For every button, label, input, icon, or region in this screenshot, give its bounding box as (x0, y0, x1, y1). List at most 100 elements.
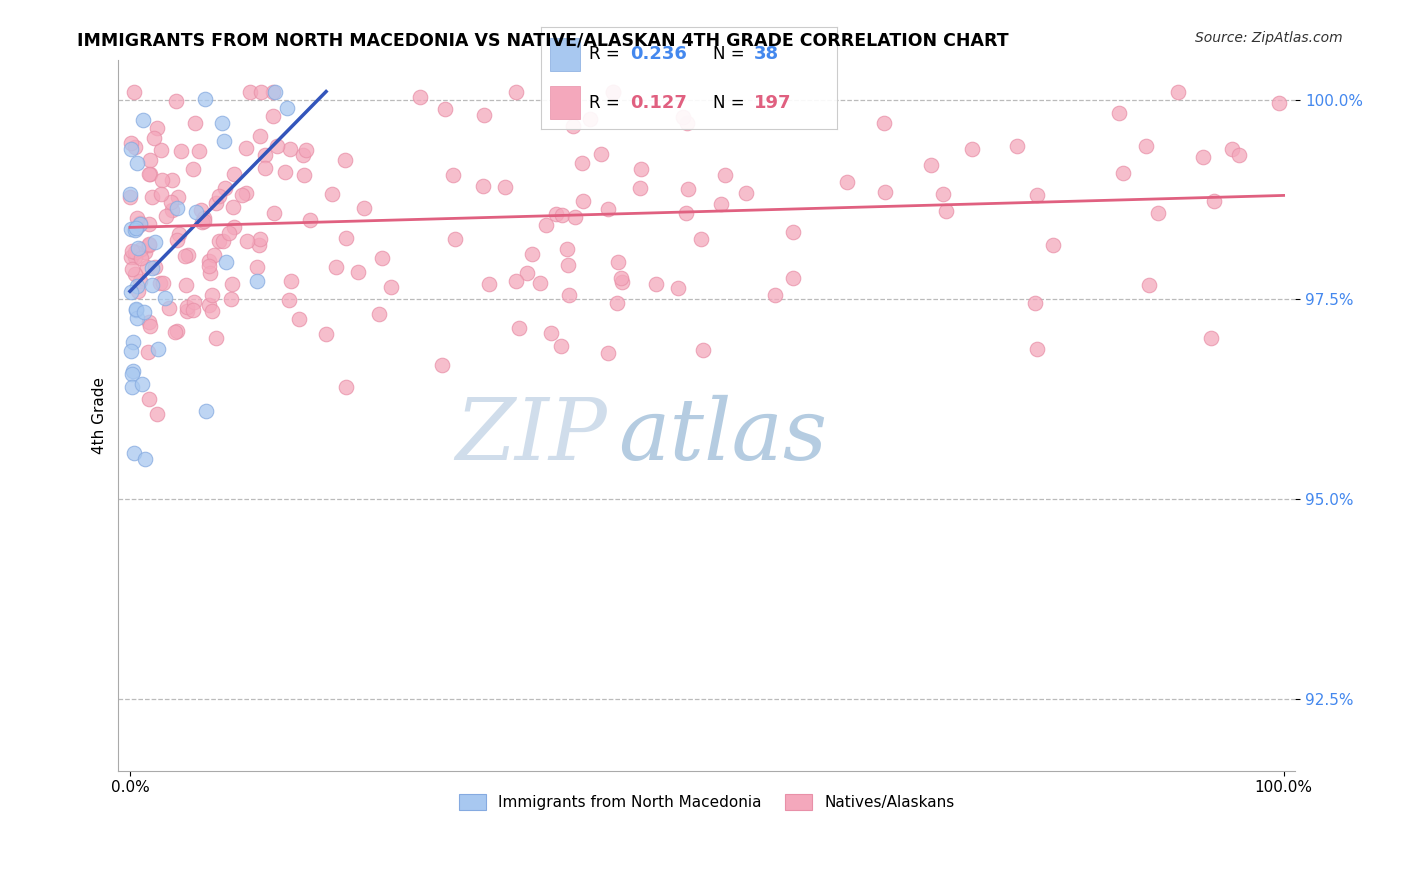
Point (136, 344, 159, 359)
Point (347, 265, 370, 279)
Point (274, 165, 297, 179)
Point (572, 194, 595, 208)
Point (710, 197, 733, 211)
Point (129, 274, 152, 288)
Point (139, 318, 162, 333)
Point (194, 92, 217, 106)
Point (124, 244, 146, 259)
Point (218, 226, 240, 240)
Point (1268, 96, 1291, 111)
Point (120, 142, 142, 156)
Point (602, 85, 624, 99)
Point (201, 288, 224, 302)
Point (409, 89, 432, 103)
Point (166, 324, 188, 338)
Point (235, 186, 257, 201)
Point (198, 266, 221, 280)
Point (122, 85, 145, 99)
Point (472, 107, 495, 121)
Point (145, 121, 167, 136)
Point (508, 320, 530, 334)
Point (146, 342, 169, 356)
Point (598, 202, 620, 216)
Point (516, 266, 538, 280)
Point (690, 232, 713, 246)
Point (236, 234, 259, 248)
Point (494, 180, 516, 194)
Point (127, 284, 149, 298)
Point (181, 162, 204, 177)
Point (675, 206, 697, 220)
Point (141, 278, 163, 293)
Point (155, 209, 177, 223)
Point (1227, 148, 1250, 162)
Point (122, 334, 145, 349)
Point (121, 244, 143, 258)
Point (153, 291, 176, 305)
Point (1108, 105, 1130, 120)
Point (263, 205, 285, 219)
Point (138, 237, 160, 252)
Point (150, 173, 173, 187)
Point (1202, 194, 1225, 208)
Point (152, 277, 174, 291)
Point (198, 259, 221, 273)
Point (444, 232, 467, 246)
Point (215, 255, 238, 269)
Point (1192, 150, 1215, 164)
Point (920, 158, 942, 172)
Point (176, 304, 198, 318)
Point (315, 327, 337, 342)
Point (478, 277, 501, 291)
Point (138, 392, 160, 406)
Point (1024, 296, 1046, 310)
Text: 197: 197 (754, 94, 792, 112)
Point (1137, 278, 1160, 293)
Point (222, 167, 245, 181)
Point (628, 181, 651, 195)
Point (170, 145, 193, 159)
Point (184, 116, 207, 130)
Point (932, 187, 955, 202)
Point (288, 312, 311, 326)
Point (333, 153, 356, 167)
Point (263, 85, 285, 99)
Point (124, 223, 146, 237)
Point (121, 364, 143, 378)
Point (676, 116, 699, 130)
Point (141, 261, 163, 276)
Point (249, 231, 271, 245)
FancyBboxPatch shape (550, 38, 579, 70)
Point (136, 260, 159, 274)
Text: R =: R = (589, 45, 624, 63)
Point (124, 140, 146, 154)
Point (782, 271, 804, 285)
Point (138, 167, 160, 181)
Point (174, 249, 197, 263)
Point (835, 175, 858, 189)
Text: N =: N = (713, 94, 749, 112)
Point (125, 302, 148, 317)
Point (207, 189, 229, 203)
Point (124, 267, 146, 281)
Point (645, 277, 668, 291)
Point (602, 85, 624, 99)
Point (132, 112, 155, 127)
Point (551, 209, 574, 223)
Point (193, 213, 215, 227)
Point (434, 102, 457, 116)
Point (246, 274, 269, 288)
Point (129, 242, 152, 256)
Point (714, 169, 737, 183)
Point (875, 185, 897, 199)
Point (1026, 188, 1049, 202)
Text: 38: 38 (754, 45, 779, 63)
Point (120, 136, 142, 150)
Point (294, 143, 316, 157)
Point (162, 173, 184, 187)
Point (534, 218, 557, 232)
Point (246, 260, 269, 274)
Point (138, 217, 160, 231)
Point (205, 196, 228, 211)
Point (1147, 206, 1170, 220)
